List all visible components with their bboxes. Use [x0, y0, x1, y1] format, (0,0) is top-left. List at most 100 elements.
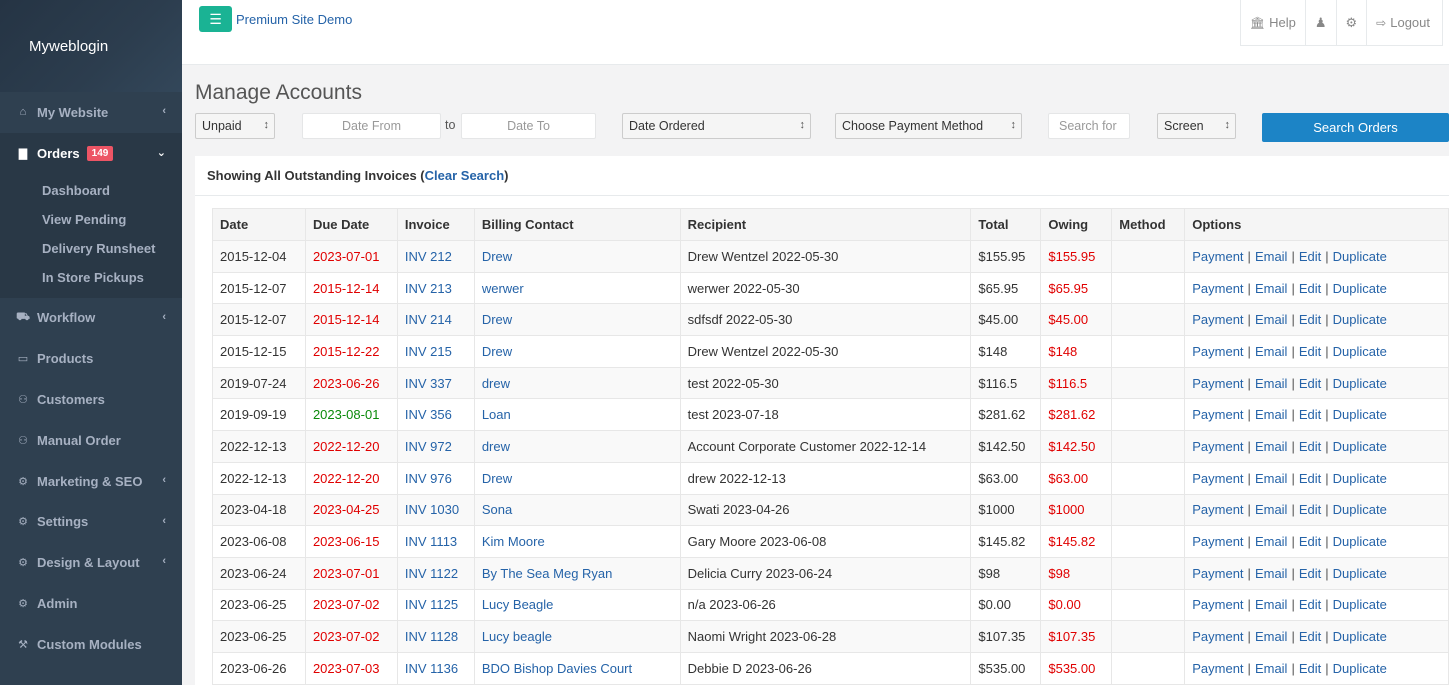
email-link[interactable]: Email [1254, 629, 1288, 645]
edit-link[interactable]: Edit [1298, 312, 1322, 328]
invoice-link[interactable]: INV 337 [404, 375, 452, 391]
sidebar-item-products[interactable]: ▭ Products [0, 338, 182, 379]
payment-link[interactable]: Payment [1192, 470, 1244, 486]
edit-link[interactable]: Edit [1298, 470, 1322, 486]
invoice-link[interactable]: INV 212 [404, 248, 452, 264]
edit-link[interactable]: Edit [1298, 248, 1322, 264]
sidebar-item-customers[interactable]: ⚇ Customers [0, 379, 182, 420]
column-header-billing-contact[interactable]: Billing Contact [473, 208, 681, 241]
duplicate-link[interactable]: Duplicate [1332, 312, 1387, 328]
user-button[interactable]: ♟ [1305, 0, 1337, 46]
payment-link[interactable]: Payment [1192, 502, 1244, 518]
billing-contact-link[interactable]: Sona [481, 502, 513, 518]
duplicate-link[interactable]: Duplicate [1332, 502, 1387, 518]
sidebar-item-marketing-seo[interactable]: ⚙ Marketing & SEO ‹ [0, 461, 182, 502]
submenu-item-dashboard[interactable]: Dashboard [42, 182, 110, 198]
invoice-link[interactable]: INV 1122 [404, 565, 459, 581]
invoice-link[interactable]: INV 1128 [404, 629, 459, 645]
output-select[interactable]: Screen [1157, 113, 1236, 139]
payment-link[interactable]: Payment [1192, 629, 1244, 645]
invoice-link[interactable]: INV 1136 [404, 660, 459, 676]
email-link[interactable]: Email [1254, 375, 1288, 391]
brand-logo[interactable]: Myweblogin [0, 0, 182, 92]
sidebar-item-workflow[interactable]: ⛟ Workflow ‹ [0, 298, 182, 339]
duplicate-link[interactable]: Duplicate [1332, 343, 1387, 359]
invoice-link[interactable]: INV 972 [404, 438, 452, 454]
billing-contact-link[interactable]: drew [481, 438, 511, 454]
duplicate-link[interactable]: Duplicate [1332, 629, 1387, 645]
edit-link[interactable]: Edit [1298, 502, 1322, 518]
invoice-link[interactable]: INV 976 [404, 470, 452, 486]
edit-link[interactable]: Edit [1298, 534, 1322, 550]
sidebar-item-my-website[interactable]: ⌂ My Website ‹ [0, 92, 182, 133]
duplicate-link[interactable]: Duplicate [1332, 660, 1387, 676]
billing-contact-link[interactable]: Drew [481, 343, 513, 359]
logout-button[interactable]: ⇨ Logout [1367, 0, 1443, 46]
settings-button[interactable]: ⚙ [1336, 0, 1368, 46]
search-orders-button[interactable]: Search Orders [1262, 113, 1449, 142]
duplicate-link[interactable]: Duplicate [1332, 470, 1387, 486]
email-link[interactable]: Email [1254, 248, 1288, 264]
payment-link[interactable]: Payment [1192, 565, 1244, 581]
payment-link[interactable]: Payment [1192, 407, 1244, 423]
duplicate-link[interactable]: Duplicate [1332, 280, 1387, 296]
payment-link[interactable]: Payment [1192, 660, 1244, 676]
payment-link[interactable]: Payment [1192, 438, 1244, 454]
edit-link[interactable]: Edit [1298, 280, 1322, 296]
edit-link[interactable]: Edit [1298, 375, 1322, 391]
duplicate-link[interactable]: Duplicate [1332, 248, 1387, 264]
help-button[interactable]: 🏛 Help [1240, 0, 1306, 46]
invoice-link[interactable]: INV 215 [404, 343, 452, 359]
column-header-method[interactable]: Method [1111, 208, 1186, 241]
billing-contact-link[interactable]: Kim Moore [481, 534, 545, 550]
email-link[interactable]: Email [1254, 280, 1288, 296]
column-header-total[interactable]: Total [970, 208, 1042, 241]
sidebar-item-manual-order[interactable]: ⚇ Manual Order [0, 420, 182, 461]
email-link[interactable]: Email [1254, 470, 1288, 486]
date-to-input[interactable]: Date To [461, 113, 596, 139]
duplicate-link[interactable]: Duplicate [1332, 597, 1387, 613]
email-link[interactable]: Email [1254, 597, 1288, 613]
edit-link[interactable]: Edit [1298, 565, 1322, 581]
duplicate-link[interactable]: Duplicate [1332, 375, 1387, 391]
email-link[interactable]: Email [1254, 534, 1288, 550]
submenu-item-in-store-pickups[interactable]: In Store Pickups [42, 269, 144, 285]
payment-link[interactable]: Payment [1192, 597, 1244, 613]
invoice-link[interactable]: INV 214 [404, 312, 452, 328]
payment-link[interactable]: Payment [1192, 312, 1244, 328]
column-header-options[interactable]: Options [1184, 208, 1449, 241]
payment-method-select[interactable]: Choose Payment Method [835, 113, 1022, 139]
invoice-link[interactable]: INV 1113 [404, 534, 458, 550]
edit-link[interactable]: Edit [1298, 407, 1322, 423]
billing-contact-link[interactable]: BDO Bishop Davies Court [481, 660, 633, 676]
search-input[interactable]: Search for [1048, 113, 1130, 139]
sidebar-item-design-layout[interactable]: ⚙ Design & Layout ‹ [0, 542, 182, 583]
sidebar-item-settings[interactable]: ⚙ Settings ‹ [0, 502, 182, 543]
menu-toggle-button[interactable]: ☰ [199, 6, 232, 32]
edit-link[interactable]: Edit [1298, 438, 1322, 454]
payment-link[interactable]: Payment [1192, 280, 1244, 296]
site-link[interactable]: Premium Site Demo [236, 12, 353, 27]
sidebar-item-orders[interactable]: ▇ Orders 149 ⌄ [0, 132, 182, 174]
column-header-date[interactable]: Date [212, 208, 306, 241]
email-link[interactable]: Email [1254, 407, 1288, 423]
invoice-link[interactable]: INV 1125 [404, 597, 459, 613]
billing-contact-link[interactable]: Loan [481, 407, 511, 423]
invoice-link[interactable]: INV 213 [404, 280, 452, 296]
billing-contact-link[interactable]: Lucy Beagle [481, 597, 554, 613]
payment-link[interactable]: Payment [1192, 343, 1244, 359]
email-link[interactable]: Email [1254, 438, 1288, 454]
billing-contact-link[interactable]: By The Sea Meg Ryan [481, 565, 613, 581]
edit-link[interactable]: Edit [1298, 343, 1322, 359]
sidebar-item-admin[interactable]: ⚙ Admin [0, 583, 182, 624]
email-link[interactable]: Email [1254, 343, 1288, 359]
billing-contact-link[interactable]: drew [481, 375, 511, 391]
column-header-due-date[interactable]: Due Date [304, 208, 398, 241]
billing-contact-link[interactable]: Drew [481, 470, 513, 486]
payment-link[interactable]: Payment [1192, 375, 1244, 391]
duplicate-link[interactable]: Duplicate [1332, 438, 1387, 454]
submenu-item-view-pending[interactable]: View Pending [42, 211, 127, 227]
payment-link[interactable]: Payment [1192, 534, 1244, 550]
billing-contact-link[interactable]: werwer [481, 280, 524, 296]
clear-search-link[interactable]: Clear Search [424, 168, 505, 183]
